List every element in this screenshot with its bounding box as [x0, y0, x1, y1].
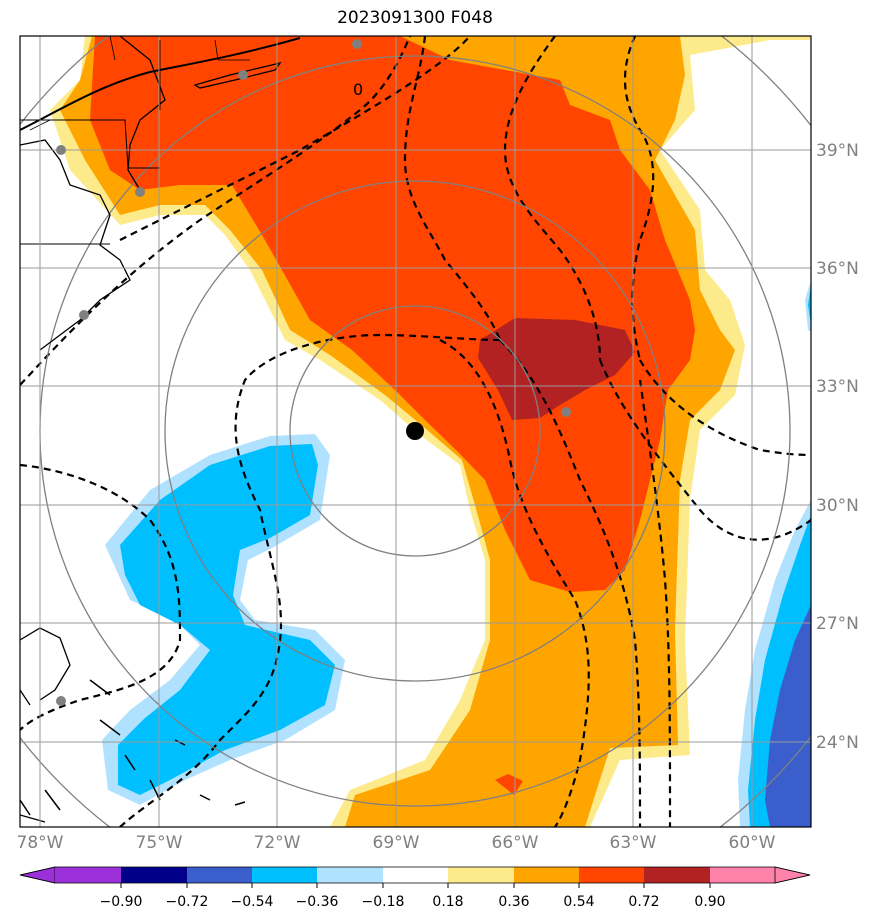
colorbar-ticks: [120, 883, 711, 888]
colorbar-bin-6: [383, 867, 448, 883]
lat-label-30n: 30°N: [816, 496, 859, 516]
map-frame: [19, 35, 812, 828]
lat-label-27n: 27°N: [816, 614, 859, 634]
lon-label-66w: 66°W: [492, 833, 539, 853]
state-border-line: [20, 37, 301, 131]
axis-labels: 78°W 75°W 72°W 69°W 66°W 63°W 60°W 39°N …: [17, 141, 859, 853]
colorbar-bin-4: [252, 867, 317, 883]
colorbar-label: 0.90: [694, 894, 725, 910]
coastlines: [20, 36, 301, 823]
contour-line-3: [403, 36, 502, 341]
colorbar-bin-1: [55, 867, 121, 883]
lon-label-78w: 78°W: [17, 833, 64, 853]
colorbar-bin-3: [187, 867, 252, 883]
northeast-inland-borders: [29, 36, 250, 131]
station-dot: [56, 145, 66, 155]
dashed-contours: [20, 36, 811, 827]
lat-label-36n: 36°N: [816, 259, 859, 279]
colorbar-label: −0.54: [231, 894, 274, 910]
colorbar-label: −0.90: [100, 894, 143, 910]
colorbar-bin-9: [579, 867, 644, 883]
colorbar-label: −0.72: [166, 894, 209, 910]
colorbar-bin-7: [448, 867, 514, 883]
contour-east-loop: [639, 359, 811, 457]
contour-south-2: [499, 339, 642, 827]
new-england-coast: [119, 36, 166, 191]
station-dot: [79, 310, 89, 320]
anomaly-fill-deep-red: [478, 318, 635, 420]
lon-label-60w: 60°W: [729, 833, 776, 853]
chesapeake-outline: [20, 119, 160, 245]
colorbar-outline: [19, 866, 811, 884]
contour-circle-inner: [119, 333, 501, 827]
contour-zero-line: [20, 36, 412, 386]
anomaly-fill-blue-east: [765, 605, 811, 827]
colorbar-bin-2: [121, 867, 187, 883]
mid-atlantic-coast: [20, 139, 131, 351]
station-dot: [238, 70, 248, 80]
anomaly-fill-light-blue-east-top: [805, 280, 811, 332]
anomaly-fill-small-red: [495, 774, 523, 795]
colorbar: [19, 866, 811, 888]
colorbar-labels: −0.90 −0.72 −0.54 −0.36 −0.18 0.18 0.36 …: [100, 894, 726, 910]
anomaly-fill-red-orange: [90, 36, 695, 592]
map-title: 2023091300 F048: [337, 8, 493, 28]
contour-label: 0: [353, 80, 363, 99]
anomaly-fill-cyan-west: [118, 444, 335, 795]
colorbar-bin-5: [317, 867, 383, 883]
lat-label-33n: 33°N: [816, 377, 859, 397]
station-dot: [135, 187, 145, 197]
lon-label-75w: 75°W: [136, 833, 183, 853]
cuba-tip: [20, 814, 46, 823]
colorbar-label: 0.18: [432, 894, 463, 910]
bahamas-islands-1: [89, 679, 161, 801]
storm-center-marker: [406, 422, 424, 440]
contour-west-low: [20, 463, 182, 731]
colorbar-bin-11: [710, 867, 775, 883]
range-ring-2: [164, 180, 666, 682]
lat-label-39n: 39°N: [816, 141, 859, 161]
anomaly-fill-cyan-east-top: [808, 285, 811, 325]
lon-label-72w: 72°W: [254, 833, 301, 853]
station-markers: [56, 39, 571, 706]
colorbar-extend-low: [19, 866, 56, 884]
lon-label-63w: 63°W: [610, 833, 657, 853]
colorbar-bin-10: [644, 867, 710, 883]
colorbar-label: 0.72: [628, 894, 659, 910]
contour-east-lower: [598, 359, 811, 541]
lon-label-69w: 69°W: [373, 833, 420, 853]
station-dot: [561, 407, 571, 417]
contour-line-2: [119, 36, 471, 241]
station-dot: [352, 39, 362, 49]
colorbar-extend-high: [774, 866, 811, 884]
florida-coast: [20, 627, 71, 706]
range-ring-1: [289, 305, 541, 557]
colorbar-bin-8: [514, 867, 579, 883]
long-island: [193, 61, 282, 89]
graticule: [20, 36, 811, 827]
colorbar-label: 0.54: [563, 894, 594, 910]
station-dot: [56, 696, 66, 706]
lat-label-24n: 24°N: [816, 733, 859, 753]
colorbar-label: −0.18: [362, 894, 405, 910]
colorbar-label: 0.36: [498, 894, 529, 910]
contour-line-4: [503, 36, 602, 361]
contour-south-3: [638, 379, 672, 827]
colorbar-label: −0.36: [296, 894, 339, 910]
